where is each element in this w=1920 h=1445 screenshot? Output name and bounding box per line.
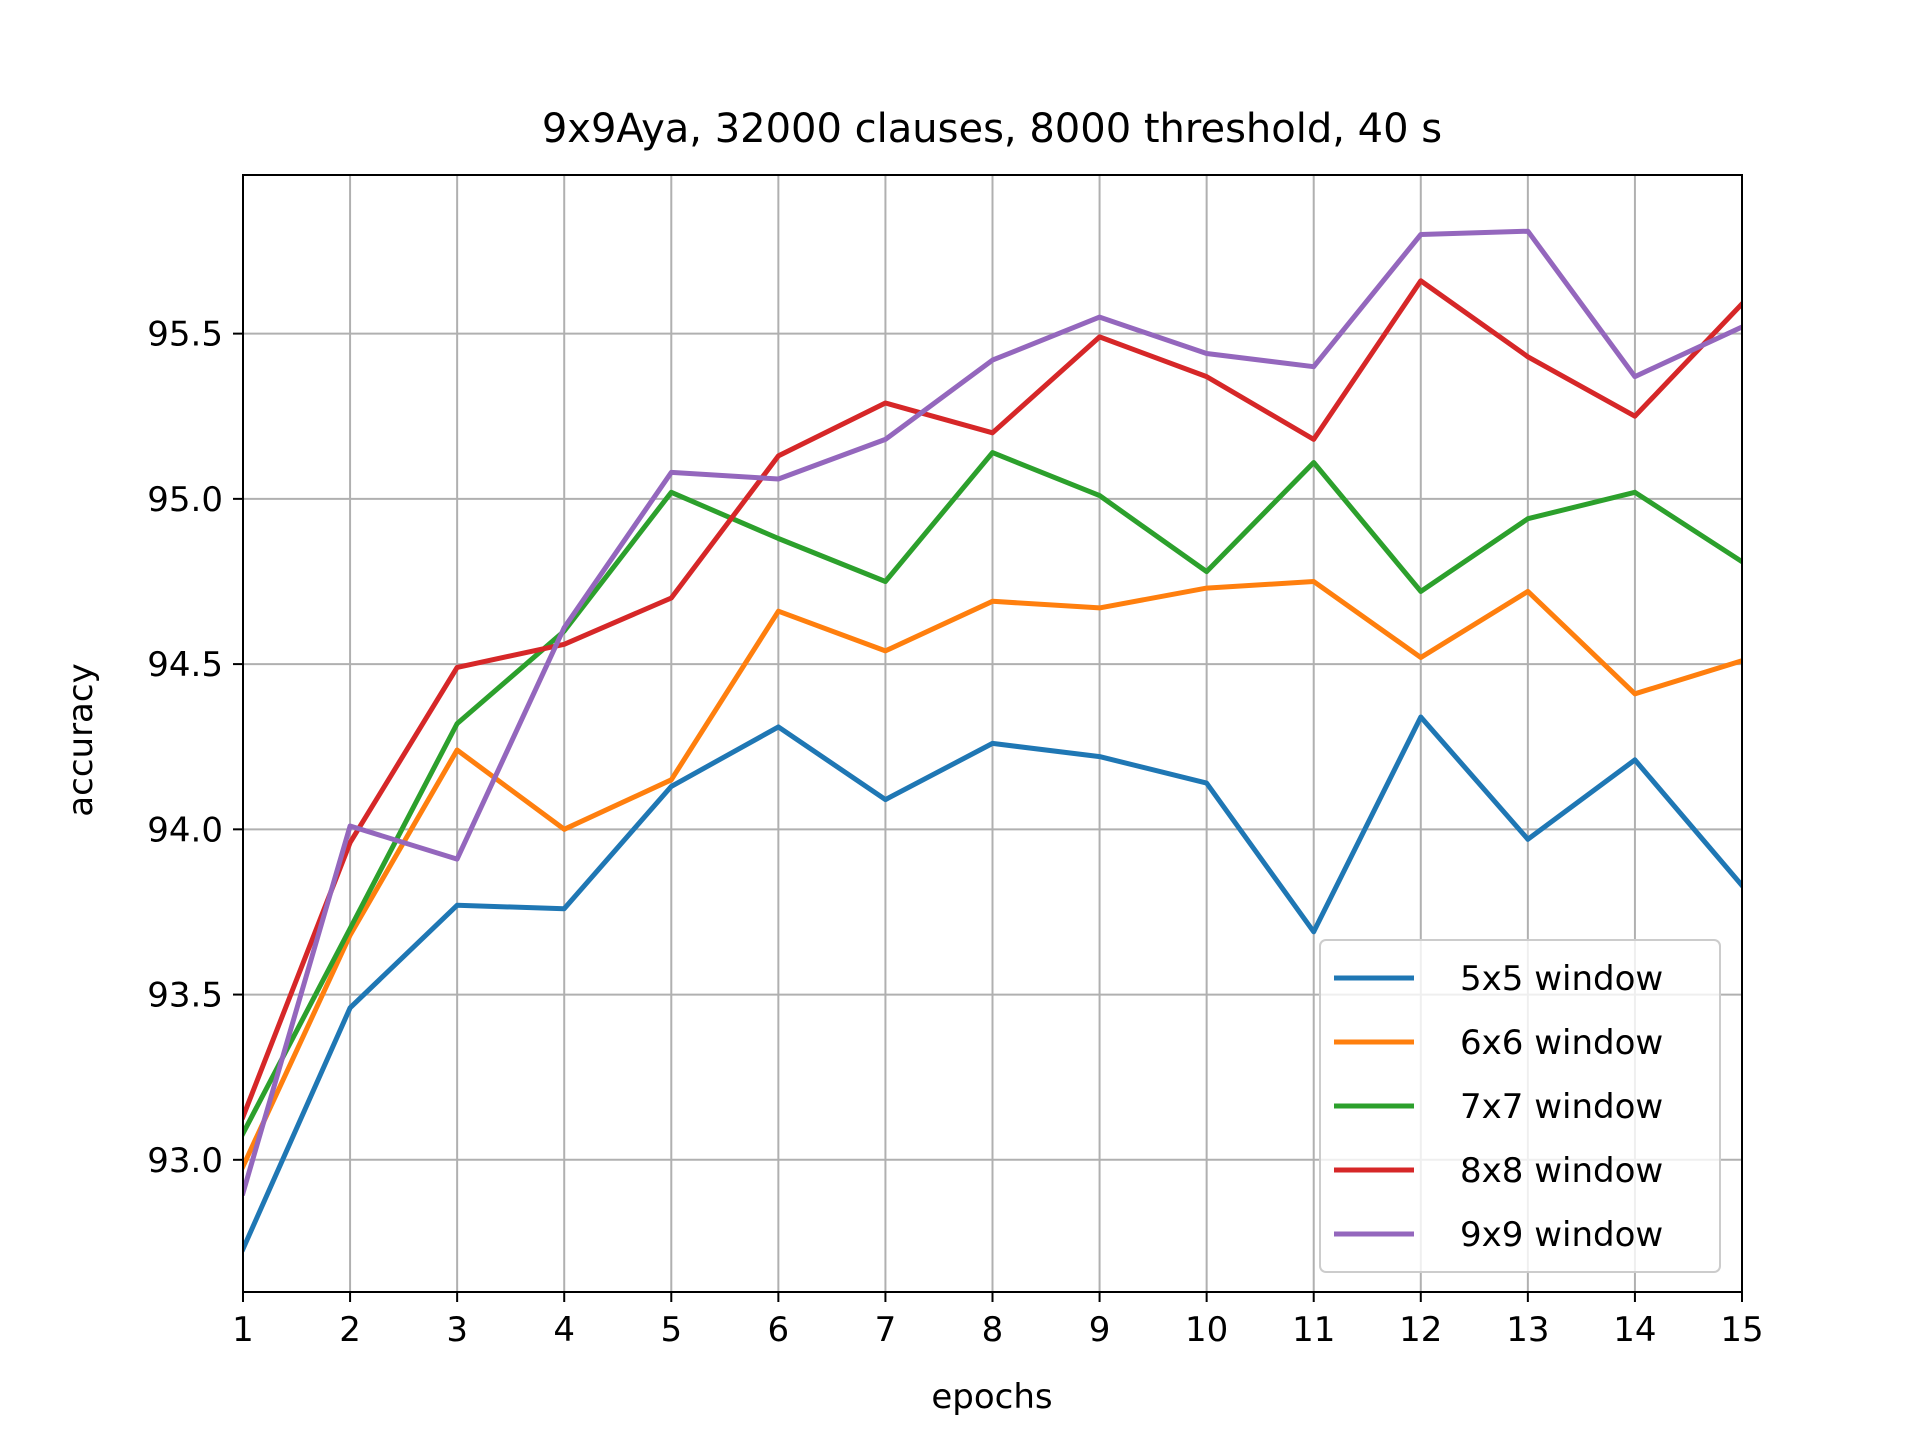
x-tick-label: 7	[875, 1310, 897, 1350]
legend-label: 8x8 window	[1460, 1151, 1663, 1191]
legend-label: 5x5 window	[1460, 959, 1663, 999]
x-tick-label: 15	[1720, 1310, 1763, 1350]
legend-label: 9x9 window	[1460, 1215, 1663, 1255]
y-tick-label: 95.0	[147, 480, 223, 520]
chart-title: 9x9Aya, 32000 clauses, 8000 threshold, 4…	[542, 106, 1442, 152]
y-tick-label: 95.5	[147, 315, 223, 355]
x-tick-label: 10	[1185, 1310, 1228, 1350]
series-line-9x9-window	[243, 228, 1742, 1197]
axis-ticks: 1 2 3 4 5 6 7 8 9 10 11 12 13 14 1593.093.594.094.595.…	[147, 315, 1763, 1350]
legend-label: 7x7 window	[1460, 1087, 1663, 1127]
legend-box	[1319, 939, 1721, 1273]
series-lines	[243, 228, 1742, 1253]
x-tick-label: 8	[982, 1310, 1004, 1350]
series-line-8x8-window	[243, 278, 1742, 1121]
y-axis-label: accuracy	[61, 663, 101, 816]
x-tick-label: 6	[768, 1310, 790, 1350]
x-axis-label: epochs	[931, 1377, 1052, 1417]
x-tick-label: 12	[1399, 1310, 1442, 1350]
x-tick-label: 4	[553, 1310, 575, 1350]
x-tick-label: 13	[1506, 1310, 1549, 1350]
x-tick-label: 5	[660, 1310, 682, 1350]
x-tick-label: 9	[1089, 1310, 1111, 1350]
x-tick-label: 2	[339, 1310, 361, 1350]
x-tick-label: 3	[446, 1310, 468, 1350]
legend-label: 6x6 window	[1460, 1023, 1663, 1063]
x-tick-label: 14	[1613, 1310, 1656, 1350]
x-tick-label: 1	[232, 1310, 254, 1350]
y-tick-label: 94.0	[147, 810, 223, 850]
y-tick-label: 93.5	[147, 976, 223, 1016]
x-tick-label: 11	[1292, 1310, 1335, 1350]
series-line-5x5-window	[243, 714, 1742, 1253]
legend: 5x5 window 6x6 window 7x7 window 8x8 window…	[1319, 939, 1721, 1273]
series-line-7x7-window	[243, 450, 1742, 1137]
y-tick-label: 93.0	[147, 1141, 223, 1181]
y-tick-label: 94.5	[147, 645, 223, 685]
